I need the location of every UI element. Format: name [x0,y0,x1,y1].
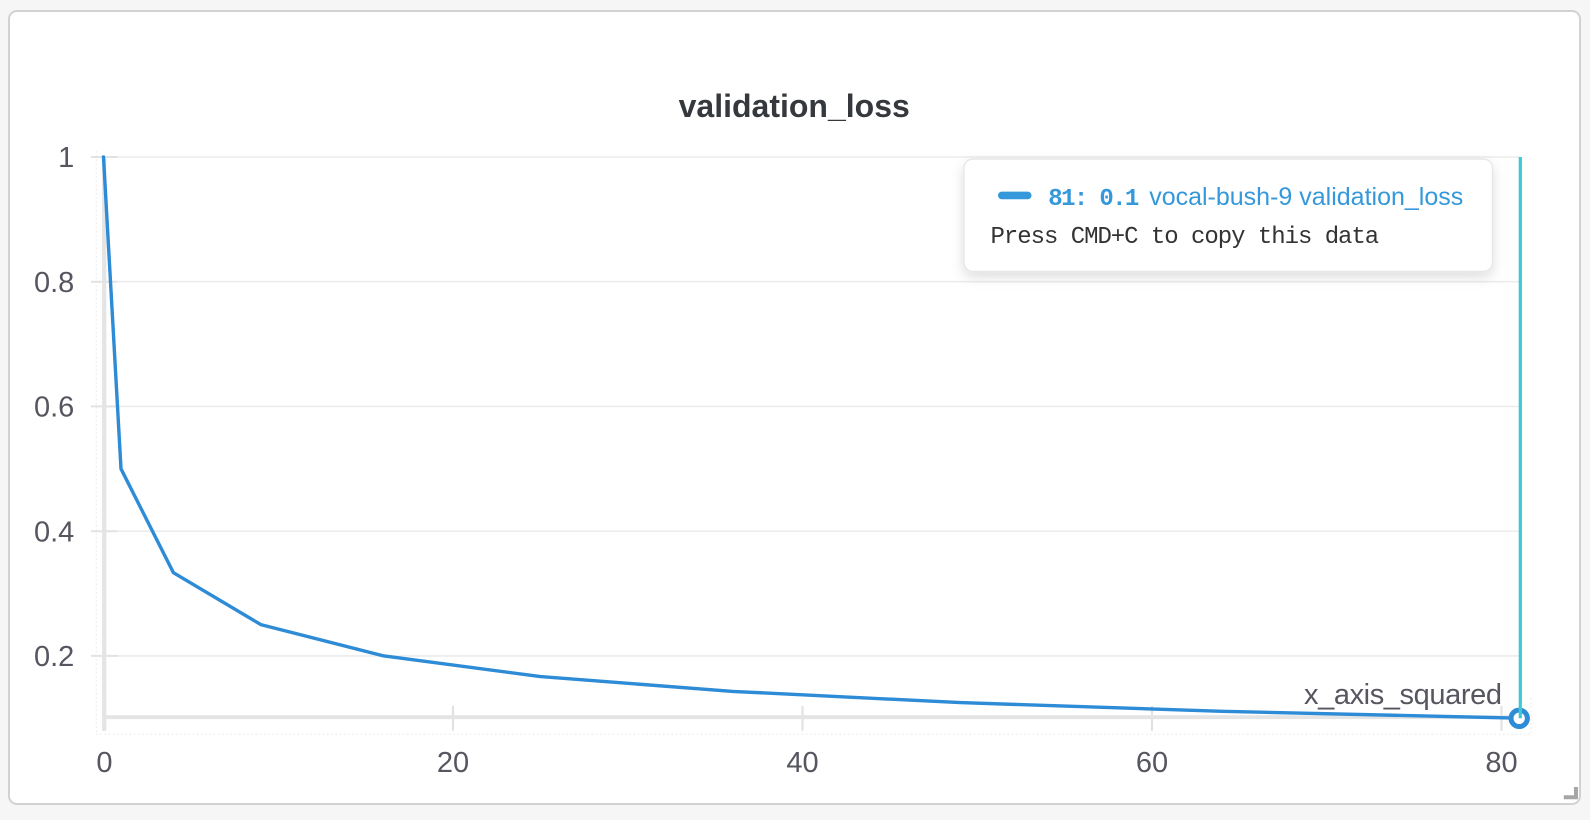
svg-text:0.2: 0.2 [34,641,74,673]
svg-text:81: 0.1: 81: 0.1 [1048,186,1139,213]
svg-text:vocal-bush-9 validation_loss: vocal-bush-9 validation_loss [1149,183,1463,211]
svg-text:0: 0 [96,747,112,779]
svg-text:validation_loss: validation_loss [679,88,910,124]
svg-text:x_axis_squared: x_axis_squared [1304,679,1502,711]
svg-text:40: 40 [786,747,818,779]
svg-text:0.6: 0.6 [34,392,74,424]
svg-text:1: 1 [58,142,74,174]
svg-text:60: 60 [1136,747,1168,779]
svg-text:80: 80 [1485,747,1517,779]
svg-text:Press CMD+C to copy this data: Press CMD+C to copy this data [991,224,1380,251]
svg-text:0.4: 0.4 [34,516,74,548]
svg-text:0.8: 0.8 [34,267,74,299]
svg-text:20: 20 [437,747,469,779]
